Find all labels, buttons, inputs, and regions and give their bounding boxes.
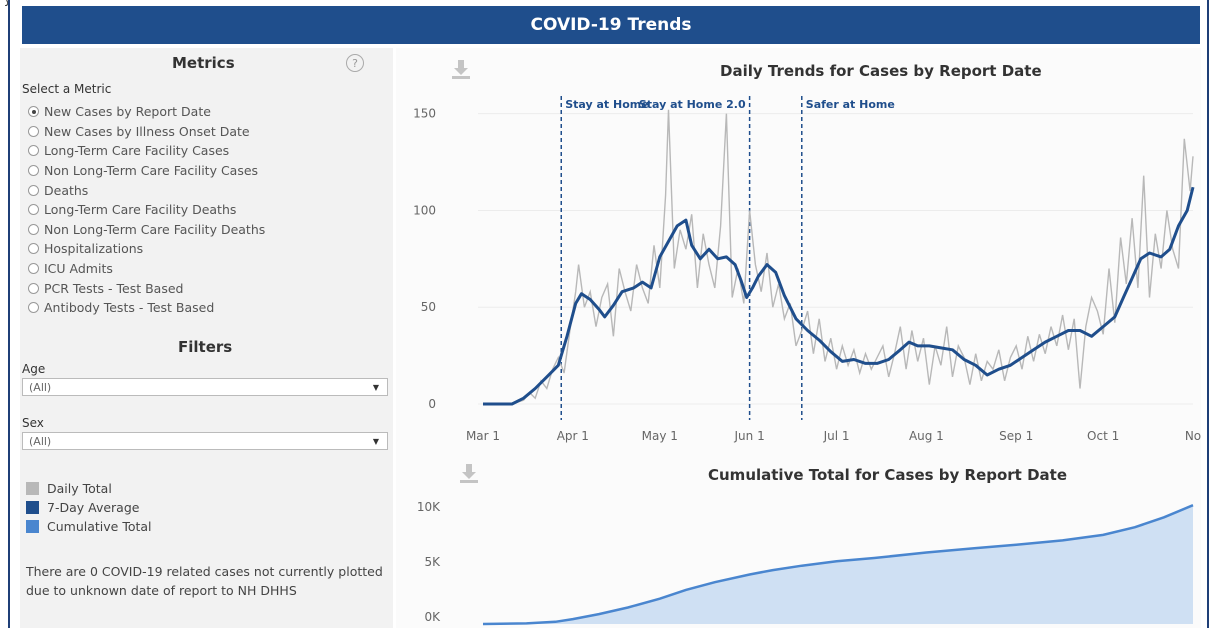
sex-select-value: (All) — [29, 434, 52, 448]
metric-option[interactable]: PCR Tests - Test Based — [28, 278, 265, 298]
metric-option-label: Non Long-Term Care Facility Cases — [44, 163, 259, 179]
metric-option[interactable]: Non Long-Term Care Facility Cases — [28, 161, 265, 181]
annotation-label: Stay at Home 2.0 — [639, 98, 746, 111]
x-tick-label: May 1 — [642, 429, 678, 443]
top-strip: y — [0, 0, 1214, 8]
radio-button-icon[interactable] — [28, 223, 39, 235]
radio-button-icon[interactable] — [28, 106, 39, 118]
controls-panel: Metrics ? Select a Metric New Cases by R… — [20, 48, 393, 628]
metric-option-label: New Cases by Illness Onset Date — [44, 123, 250, 139]
radio-button-icon[interactable] — [28, 145, 39, 157]
filters-title: Filters — [178, 338, 233, 356]
metric-option[interactable]: Long-Term Care Facility Deaths — [28, 200, 265, 220]
legend-label: Daily Total — [47, 481, 112, 496]
metric-option-label: PCR Tests - Test Based — [44, 280, 184, 296]
daily-trends-chart: 0 50 100 150 Mar 1 Apr 1 May 1 Jun 1 Jul 1 Aug 1 S… — [413, 96, 1201, 443]
metric-option-label: Non Long-Term Care Facility Deaths — [44, 221, 266, 237]
daily-total-swatch — [26, 482, 39, 495]
dashboard-title-banner: COVID-19 Trends — [22, 6, 1200, 44]
legend-label: 7-Day Average — [47, 500, 140, 515]
radio-button-icon[interactable] — [28, 302, 39, 314]
sex-label: Sex — [22, 416, 44, 430]
metric-option-label: Long-Term Care Facility Deaths — [44, 202, 237, 218]
radio-button-icon[interactable] — [28, 204, 39, 216]
radio-button-icon[interactable] — [28, 243, 39, 255]
legend-label: Cumulative Total — [47, 519, 152, 534]
help-icon[interactable]: ? — [346, 54, 364, 72]
chevron-down-icon: ▼ — [372, 383, 379, 392]
download-icon[interactable] — [458, 462, 480, 484]
legend-item-cumulative-total: Cumulative Total — [26, 519, 152, 534]
frame-left-border — [8, 0, 10, 628]
radio-button-icon[interactable] — [28, 184, 39, 196]
metric-option[interactable]: New Cases by Illness Onset Date — [28, 122, 265, 142]
cumulative-chart-title: Cumulative Total for Cases by Report Dat… — [708, 466, 1067, 484]
cumulative-total-swatch — [26, 520, 39, 533]
metric-option-label: Hospitalizations — [44, 241, 144, 257]
metric-option-label: Long-Term Care Facility Cases — [44, 143, 230, 159]
x-tick-label: Apr 1 — [557, 429, 589, 443]
metric-option-label: ICU Admits — [44, 261, 113, 277]
y-tick-label: 0 — [428, 397, 436, 411]
partial-text: y — [4, 0, 12, 7]
x-tick-label: Jul 1 — [823, 429, 850, 443]
y-tick-label: 150 — [413, 107, 436, 121]
metric-option[interactable]: Antibody Tests - Test Based — [28, 298, 265, 318]
age-select-value: (All) — [29, 380, 52, 394]
download-icon[interactable] — [450, 58, 472, 80]
y-tick-label: 50 — [421, 300, 436, 314]
help-glyph: ? — [352, 56, 358, 70]
legend-item-daily-total: Daily Total — [26, 481, 112, 496]
x-tick-label: Sep 1 — [999, 429, 1033, 443]
sex-select[interactable]: (All) ▼ — [22, 432, 388, 450]
7-day-average-swatch — [26, 501, 39, 514]
metric-option[interactable]: Non Long-Term Care Facility Deaths — [28, 220, 265, 240]
x-tick-label: Oct 1 — [1087, 429, 1119, 443]
metric-option[interactable]: Hospitalizations — [28, 239, 265, 259]
metric-radio-group: New Cases by Report Date New Cases by Ill… — [28, 102, 265, 318]
x-tick-label: Mar 1 — [466, 429, 500, 443]
metric-option-label: Deaths — [44, 182, 89, 198]
metric-option[interactable]: New Cases by Report Date — [28, 102, 265, 122]
age-select[interactable]: (All) ▼ — [22, 378, 388, 396]
seven-day-average-line — [483, 186, 1195, 406]
select-metric-label: Select a Metric — [22, 82, 112, 96]
x-tick-label: Jun 1 — [734, 429, 765, 443]
frame-right-border — [1207, 0, 1209, 628]
chevron-down-icon: ▼ — [372, 437, 379, 446]
y-tick-label: 100 — [413, 203, 436, 217]
y-tick-label: 5K — [424, 555, 441, 569]
unknown-date-note: There are 0 COVID-19 related cases not c… — [26, 564, 383, 598]
x-tick-label: No — [1185, 429, 1201, 443]
x-tick-label: Aug 1 — [909, 429, 944, 443]
y-tick-label: 10K — [417, 500, 441, 514]
metric-option[interactable]: Deaths — [28, 180, 265, 200]
metrics-title: Metrics — [172, 54, 235, 72]
annotation-label: Stay at Home — [565, 98, 648, 111]
annotation-label: Safer at Home — [806, 98, 895, 111]
radio-button-icon[interactable] — [28, 263, 39, 275]
cumulative-line — [482, 504, 1194, 626]
metric-option[interactable]: ICU Admits — [28, 259, 265, 279]
legend-item-7-day-average: 7-Day Average — [26, 500, 139, 515]
radio-button-icon[interactable] — [28, 125, 39, 137]
metric-option-label: New Cases by Report Date — [44, 104, 211, 120]
daily-total-line — [483, 109, 1194, 405]
cumulative-area — [483, 505, 1193, 624]
radio-button-icon[interactable] — [28, 165, 39, 177]
metric-option[interactable]: Long-Term Care Facility Cases — [28, 141, 265, 161]
daily-chart-title: Daily Trends for Cases by Report Date — [720, 62, 1042, 80]
y-tick-label: 0K — [424, 610, 441, 624]
dashboard-title: COVID-19 Trends — [530, 15, 692, 35]
radio-button-icon[interactable] — [28, 282, 39, 294]
metric-option-label: Antibody Tests - Test Based — [44, 300, 215, 316]
age-label: Age — [22, 362, 46, 376]
cumulative-total-chart: 0K 5K 10K — [417, 500, 1194, 626]
